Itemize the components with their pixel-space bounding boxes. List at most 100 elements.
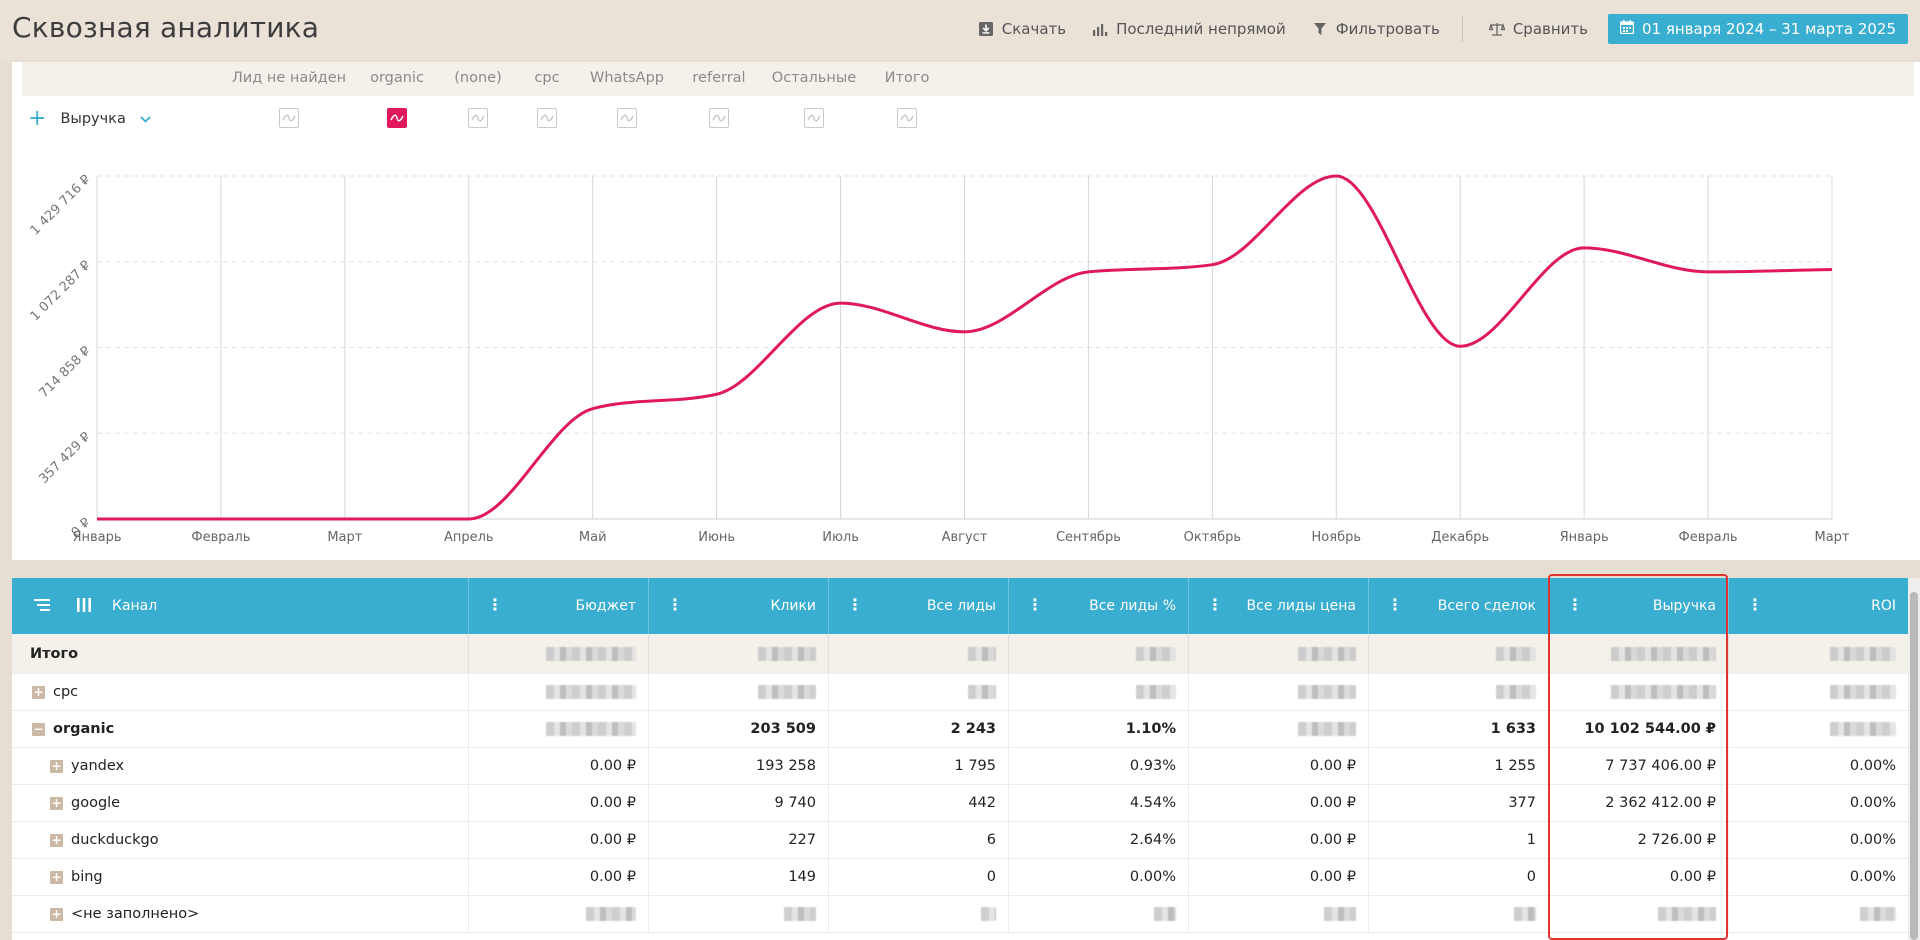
cell-leads: 442 (828, 785, 1008, 821)
header-actions: Скачать Последний непрямой Фильтровать С… (952, 14, 1920, 44)
cell-lead-price: 0.00 ₽ (1188, 748, 1368, 784)
table-row[interactable]: + yandex 0.00 ₽193 258 1 795 0.93% 0.00 ₽1 25… (12, 748, 1908, 785)
table-scrollbar[interactable] (1908, 578, 1920, 940)
expand-icon[interactable]: + (32, 684, 45, 699)
table-row[interactable]: + cpc (12, 674, 1908, 711)
total-row-label: Итого (30, 645, 79, 662)
series-label-4: WhatsApp (590, 70, 664, 86)
series-toggle-5[interactable] (709, 108, 729, 128)
compare-button[interactable]: Сравнить (1488, 20, 1588, 38)
cell-revenue: 0.00 ₽ (1548, 859, 1728, 895)
column-header-deals[interactable]: ⋮ Всего сделок (1368, 578, 1548, 634)
redacted-value (586, 907, 636, 921)
column-header-clicks[interactable]: ⋮ Клики (648, 578, 828, 634)
redacted-value (1611, 685, 1716, 699)
collapse-icon[interactable]: − (32, 721, 45, 736)
cell-lead-price (1188, 634, 1368, 673)
x-tick-label-13: Февраль (1679, 530, 1738, 545)
tree-toggle-icon[interactable] (34, 598, 50, 616)
cell-revenue: 2 362 412.00 ₽ (1548, 785, 1728, 821)
column-menu-icon[interactable]: ⋮ (487, 595, 503, 614)
date-range-button[interactable]: 01 января 2024 – 31 марта 2025 (1608, 14, 1908, 44)
series-toggle-1[interactable] (387, 108, 407, 128)
redacted-value (1830, 685, 1896, 699)
cell-roi: 0.00% (1728, 822, 1908, 858)
row-name-label: <не заполнено> (71, 906, 200, 922)
cell-clicks (648, 634, 828, 673)
y-tick-label-3: 1 072 287 ₽ (28, 258, 94, 324)
cell-revenue (1548, 896, 1728, 932)
columns-icon[interactable] (77, 598, 91, 616)
cell-budget: 0.00 ₽ (468, 822, 648, 858)
analytics-table: Канал ⋮ Бюджет ⋮ Клики ⋮ Все лиды ⋮ Все лиды % ⋮… (12, 578, 1908, 940)
series-toggle-0[interactable] (279, 108, 299, 128)
scrollbar-thumb[interactable] (1910, 592, 1918, 940)
x-tick-label-7: Август (942, 530, 988, 545)
cell-leads (828, 634, 1008, 673)
line-chart-icon (540, 114, 554, 122)
attribution-button[interactable]: Последний непрямой (1092, 20, 1286, 38)
compare-label: Сравнить (1512, 20, 1588, 38)
line-chart-icon (900, 114, 914, 122)
series-toggle-2[interactable] (468, 108, 488, 128)
table-row[interactable]: + bing 0.00 ₽149 0 0.00% 0.00 ₽0 0.00 ₽0.00% (12, 859, 1908, 896)
table-row[interactable]: + <не заполнено> (12, 896, 1908, 933)
cell-budget: 0.00 ₽ (468, 748, 648, 784)
redacted-value (1830, 722, 1896, 736)
cell-lead-price: 0.00 ₽ (1188, 859, 1368, 895)
expand-icon[interactable]: + (50, 795, 63, 810)
column-header-leads-pct[interactable]: ⋮ Все лиды % (1008, 578, 1188, 634)
column-menu-icon[interactable]: ⋮ (847, 595, 863, 614)
column-header-leads[interactable]: ⋮ Все лиды (828, 578, 1008, 634)
expand-icon[interactable]: + (50, 869, 63, 884)
bar-chart-icon (1092, 21, 1108, 37)
column-header-budget[interactable]: ⋮ Бюджет (468, 578, 648, 634)
series-toggle-3[interactable] (537, 108, 557, 128)
filter-button[interactable]: Фильтровать (1312, 20, 1440, 38)
series-label-5: referral (692, 70, 746, 86)
cell-lead-price (1188, 896, 1368, 932)
redacted-value (758, 646, 816, 661)
table-row[interactable]: + google 0.00 ₽9 740 442 4.54% 0.00 ₽377 2 362… (12, 785, 1908, 822)
table-row[interactable]: − organic 203 509 2 243 1.10% 1 633 10 102 544… (12, 711, 1908, 748)
expand-icon[interactable]: + (50, 758, 63, 773)
column-header-lead-price[interactable]: ⋮ Все лиды цена (1188, 578, 1368, 634)
download-button[interactable]: Скачать (978, 20, 1066, 38)
column-menu-icon[interactable]: ⋮ (1387, 595, 1403, 614)
cell-clicks: 9 740 (648, 785, 828, 821)
column-header-label: Клики (770, 598, 816, 614)
line-chart-icon (807, 114, 821, 122)
series-toggle-4[interactable] (617, 108, 637, 128)
x-tick-label-12: Январь (1560, 530, 1609, 545)
row-name-label: google (71, 795, 121, 811)
column-header-label: ROI (1871, 598, 1896, 614)
cell-roi (1728, 674, 1908, 710)
cell-budget (468, 711, 648, 747)
metric-selector[interactable]: + Выручка (28, 108, 151, 130)
cell-roi (1728, 896, 1908, 932)
column-menu-icon[interactable]: ⋮ (1747, 595, 1763, 614)
series-toggle-6[interactable] (804, 108, 824, 128)
cell-leads-pct (1008, 634, 1188, 673)
calendar-icon (1619, 20, 1635, 38)
series-toggle-7[interactable] (897, 108, 917, 128)
column-menu-icon[interactable]: ⋮ (1567, 595, 1583, 614)
channel-column-header: Канал (12, 578, 467, 634)
column-menu-icon[interactable]: ⋮ (1027, 595, 1043, 614)
cell-budget (468, 896, 648, 932)
cell-leads: 2 243 (828, 711, 1008, 747)
column-header-roi[interactable]: ⋮ ROI (1728, 578, 1908, 634)
cell-deals (1368, 634, 1548, 673)
column-header-label: Все лиды (926, 598, 996, 614)
column-menu-icon[interactable]: ⋮ (667, 595, 683, 614)
redacted-value (1830, 646, 1896, 661)
add-metric-icon[interactable]: + (28, 106, 47, 131)
expand-icon[interactable]: + (50, 832, 63, 847)
expand-icon[interactable]: + (50, 906, 63, 921)
line-chart-icon (471, 114, 485, 122)
table-row[interactable]: + duckduckgo 0.00 ₽227 6 2.64% 0.00 ₽1 2 726.0… (12, 822, 1908, 859)
line-chart-icon (390, 114, 404, 122)
column-header-revenue[interactable]: ⋮ Выручка (1548, 578, 1728, 634)
cell-leads: 0 (828, 859, 1008, 895)
column-menu-icon[interactable]: ⋮ (1207, 595, 1223, 614)
